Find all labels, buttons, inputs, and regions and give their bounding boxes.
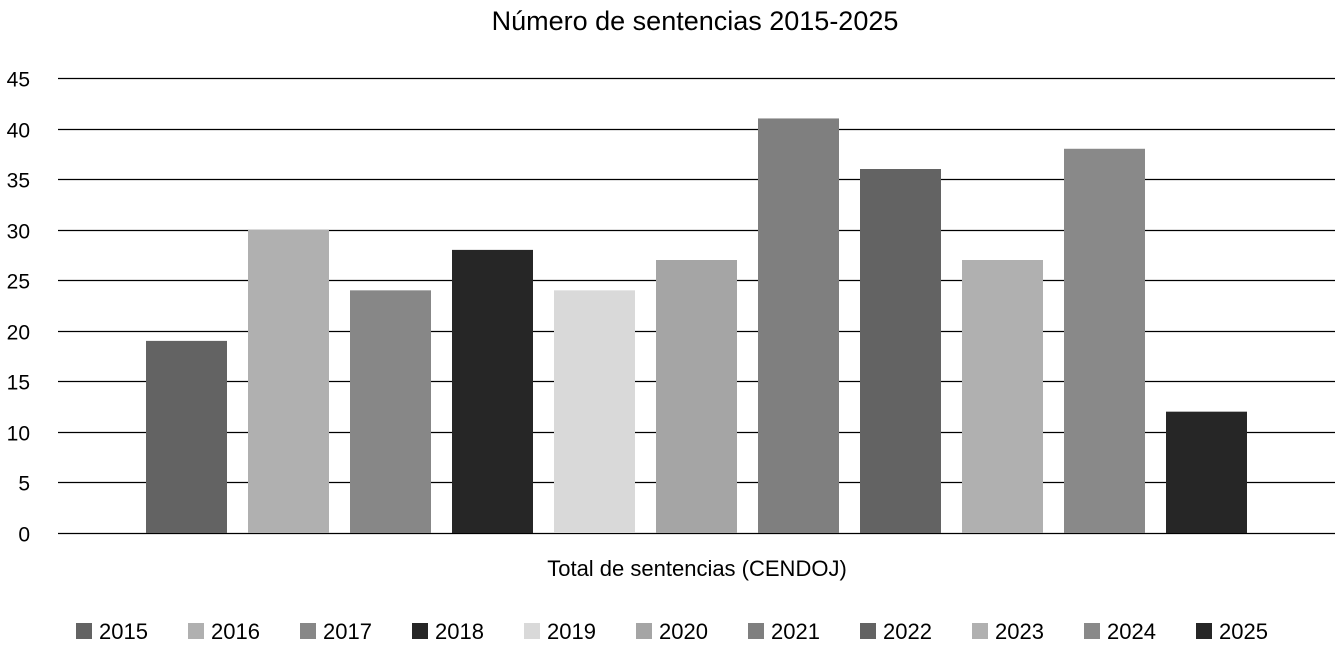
bar-2025: [1166, 411, 1247, 533]
y-tick-label: 25: [7, 271, 30, 294]
y-tick-label: 45: [7, 69, 30, 92]
legend-swatch-2024: [1084, 623, 1100, 639]
bar-2017: [350, 290, 431, 533]
legend: 2015 2016 2017 2018 2019 2020 2021 2022 2023 2024…: [76, 619, 1268, 644]
legend-label: 2018: [435, 619, 484, 644]
y-tick-label: 20: [7, 322, 30, 345]
bar-2019: [554, 290, 635, 533]
y-axis-ticks: 0 5 10 15 20 25 30 35 40 45: [7, 69, 30, 547]
bar-2022: [860, 169, 941, 533]
legend-label: 2021: [771, 619, 820, 644]
y-tick-label: 15: [7, 372, 30, 395]
legend-swatch-2017: [300, 623, 316, 639]
chart-title: Número de sentencias 2015-2025: [492, 6, 899, 36]
bar-2020: [656, 260, 737, 533]
bar-2016: [248, 229, 329, 533]
legend-label: 2016: [211, 619, 260, 644]
bar-2021: [758, 118, 839, 533]
y-tick-label: 40: [7, 120, 30, 143]
legend-swatch-2015: [76, 623, 92, 639]
legend-swatch-2016: [188, 623, 204, 639]
legend-swatch-2022: [860, 623, 876, 639]
bars: [146, 118, 1247, 533]
x-axis-label: Total de sentencias (CENDOJ): [547, 556, 847, 581]
legend-swatch-2019: [524, 623, 540, 639]
legend-swatch-2018: [412, 623, 428, 639]
legend-swatch-2020: [636, 623, 652, 639]
legend-swatch-2021: [748, 623, 764, 639]
legend-label: 2024: [1107, 619, 1156, 644]
legend-swatch-2023: [972, 623, 988, 639]
legend-label: 2025: [1219, 619, 1268, 644]
y-tick-label: 0: [18, 524, 30, 547]
legend-swatch-2025: [1196, 623, 1212, 639]
legend-label: 2017: [323, 619, 372, 644]
y-tick-label: 5: [18, 473, 30, 496]
legend-label: 2023: [995, 619, 1044, 644]
y-tick-label: 10: [7, 423, 30, 446]
legend-label: 2015: [99, 619, 148, 644]
bar-2018: [452, 249, 533, 533]
legend-label: 2019: [547, 619, 596, 644]
bar-2023: [962, 260, 1043, 533]
bar-2024: [1064, 148, 1145, 533]
y-tick-label: 35: [7, 170, 30, 193]
y-tick-label: 30: [7, 221, 30, 244]
legend-label: 2020: [659, 619, 708, 644]
bar-2015: [146, 340, 227, 533]
legend-label: 2022: [883, 619, 932, 644]
